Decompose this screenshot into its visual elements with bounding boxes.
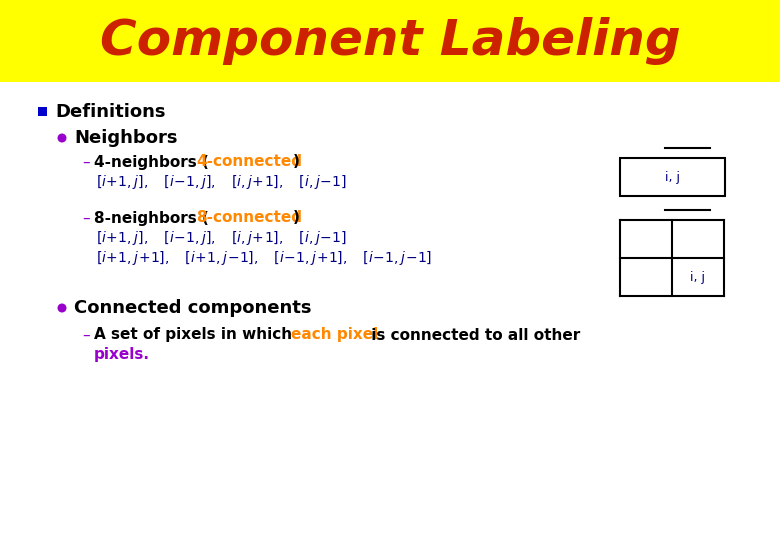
Text: –: – <box>82 211 90 226</box>
Text: ): ) <box>293 154 300 170</box>
Text: i, j: i, j <box>690 271 705 284</box>
Text: i, j: i, j <box>665 171 680 184</box>
Text: is connected to all other: is connected to all other <box>366 327 580 342</box>
Text: 4-neighbors (: 4-neighbors ( <box>94 154 209 170</box>
Text: Definitions: Definitions <box>55 103 165 121</box>
Bar <box>620 158 725 196</box>
Text: –: – <box>82 154 90 170</box>
Text: 8-connected: 8-connected <box>196 211 302 226</box>
Text: A set of pixels in which: A set of pixels in which <box>94 327 297 342</box>
Text: $[i\!+\!1, j], \quad [i\!-\!1, j], \quad [i, j\!+\!1], \quad [i, j\!-\!1]$: $[i\!+\!1, j], \quad [i\!-\!1, j], \quad… <box>96 229 347 247</box>
Text: Connected components: Connected components <box>74 299 311 317</box>
Text: 8-neighbors (: 8-neighbors ( <box>94 211 209 226</box>
Text: –: – <box>82 327 90 342</box>
Text: pixels.: pixels. <box>94 348 150 362</box>
Text: $[i\!+\!1, j], \quad [i\!-\!1, j], \quad [i, j\!+\!1], \quad [i, j\!-\!1]$: $[i\!+\!1, j], \quad [i\!-\!1, j], \quad… <box>96 173 347 191</box>
Text: each pixel: each pixel <box>291 327 378 342</box>
Text: Component Labeling: Component Labeling <box>100 17 680 65</box>
Text: Neighbors: Neighbors <box>74 129 178 147</box>
Text: 4-connected: 4-connected <box>196 154 302 170</box>
Text: $[i\!+\!1, j\!+\!1], \quad [i\!+\!1, j\!-\!1], \quad [i\!-\!1, j\!+\!1], \quad [: $[i\!+\!1, j\!+\!1], \quad [i\!+\!1, j\!… <box>96 249 432 267</box>
Bar <box>38 107 47 116</box>
Circle shape <box>58 303 66 313</box>
Circle shape <box>58 133 66 143</box>
Text: ): ) <box>293 211 300 226</box>
Bar <box>0 0 780 82</box>
